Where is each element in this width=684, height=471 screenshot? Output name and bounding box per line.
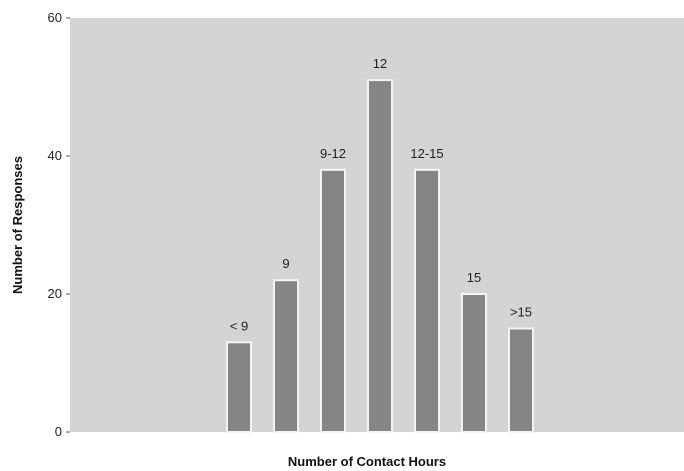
bar-category-label: 12 <box>373 56 387 71</box>
y-axis-ticks: 0 20 40 60 <box>48 10 70 439</box>
bar <box>414 168 440 434</box>
bar-category-label: >15 <box>510 305 532 320</box>
y-tick-label: 40 <box>48 148 62 163</box>
bars-group <box>226 79 534 434</box>
bar-category-label: 9 <box>282 256 289 271</box>
bar-category-label: 9-12 <box>320 146 346 161</box>
bar <box>226 341 252 433</box>
y-tick-label: 60 <box>48 10 62 25</box>
bar <box>508 327 534 433</box>
bar <box>461 293 487 433</box>
bar <box>367 79 393 433</box>
bar-category-label: 15 <box>467 270 481 285</box>
bar <box>320 168 346 434</box>
x-axis-title: Number of Contact Hours <box>288 454 446 469</box>
bar <box>273 279 299 434</box>
y-axis-title: Number of Responses <box>10 156 25 294</box>
bar-labels-group: < 9 9 9-12 12 12-15 15 >15 <box>230 56 532 333</box>
y-tick-label: 20 <box>48 286 62 301</box>
bar-category-label: < 9 <box>230 318 248 333</box>
bar-category-label: 12-15 <box>410 146 443 161</box>
y-tick-label: 0 <box>55 424 62 439</box>
